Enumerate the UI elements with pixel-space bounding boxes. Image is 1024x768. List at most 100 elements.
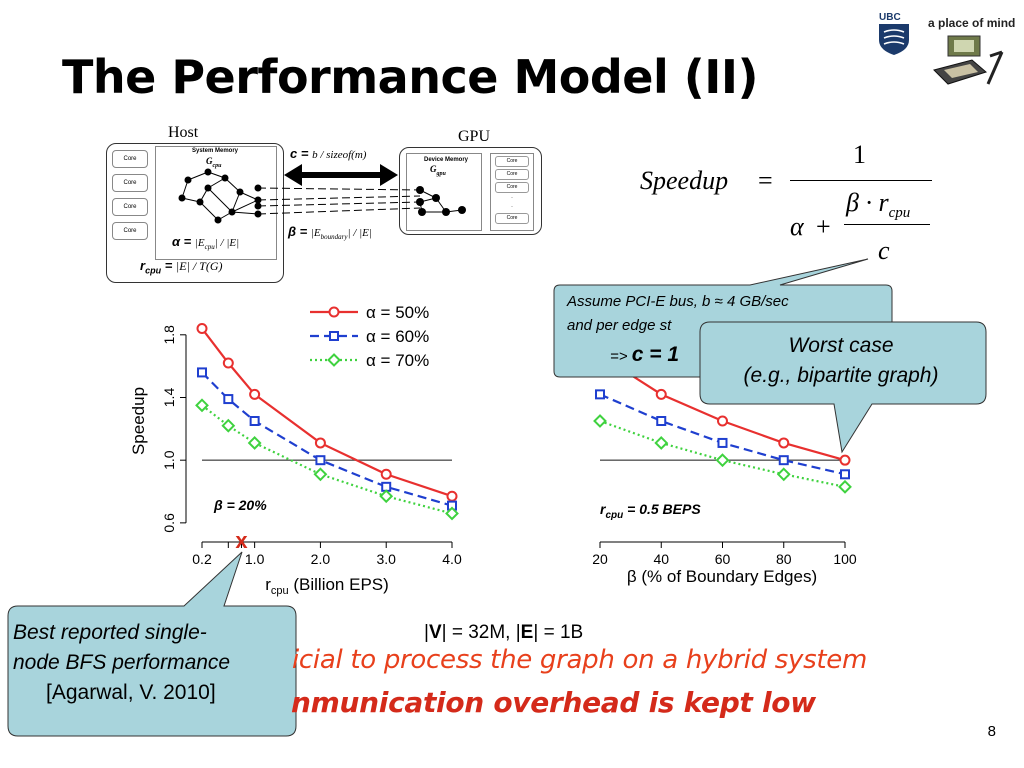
data-point (839, 454, 851, 466)
gpu-core-ellipsis: · (511, 195, 513, 201)
c-formula: c = b / sizeof(m) (290, 146, 366, 161)
slide-title: The Performance Model (II) (62, 50, 759, 104)
data-point (314, 437, 326, 449)
data-point (778, 455, 789, 466)
gpu-core: Core (495, 169, 529, 180)
data-point (197, 367, 207, 378)
legend-marker (327, 353, 341, 367)
conclusion-line2: nmunication overhead is kept low (291, 686, 816, 719)
rcpu-formula: rcpu = |E| / T(G) (140, 258, 223, 276)
series-2 (593, 414, 852, 494)
rcpu-annotation-rest: = 0.5 BEPS (623, 501, 701, 517)
rcpu-formula-value: |E| / T(G) (175, 259, 223, 273)
data-point (221, 418, 236, 433)
rcpu-annotation-sub: cpu (605, 510, 623, 521)
rcpu-annotation-r: r (600, 501, 607, 517)
data-point (840, 469, 850, 480)
c-label: c = (290, 146, 309, 161)
gpu-memory-title: Device Memory (424, 157, 469, 163)
speedup-vs-beta-chart: 20 40 60 80 100 β (% of Boundary Edges) rcpu =… (592, 349, 857, 586)
y-tick-label: 1.8 (161, 325, 177, 345)
legend-marker (329, 331, 339, 341)
speedup-lhs: Speedup (640, 166, 729, 195)
gpu-memory-graph-label: Ggpu (430, 164, 446, 177)
data-point (778, 437, 790, 449)
beta-annotation: β = 20% (213, 497, 267, 513)
x-axis-label-r: r (265, 575, 271, 594)
speedup-beta-r: β · rcpu (846, 188, 910, 222)
partition-graph (178, 168, 466, 224)
data-point (715, 453, 730, 468)
rcpu-annotation: rcpu = 0.5 BEPS (600, 501, 701, 521)
fraction-bar (790, 180, 932, 181)
ubc-logo: UBC (876, 12, 912, 56)
host-graph-g: G (206, 156, 213, 166)
data-point (380, 468, 392, 480)
alpha-formula-sub: cpu (204, 243, 215, 252)
gpu-graph-sub: gpu (436, 170, 446, 177)
data-point (776, 467, 791, 482)
x-axis-label: rcpu (Billion EPS) (265, 575, 389, 597)
alpha-formula: α = |Ecpu| / |E| (172, 234, 239, 251)
host-label: Host (168, 124, 199, 141)
agarwal-line1: Best reported single- (13, 621, 207, 644)
ubc-text: UBC (879, 12, 901, 23)
beta-formula: β = |Eboundary| / |E| (288, 224, 372, 241)
speedup-c: c (878, 236, 890, 265)
alpha-formula-value: |E (194, 237, 205, 249)
series-1 (197, 367, 457, 511)
gpu-core: Core (495, 182, 529, 193)
gpu-core-ellipsis: · (511, 204, 513, 210)
rcpu-label-eq: = (164, 258, 173, 273)
alpha-label: α = (172, 234, 192, 249)
graph-size-part: | = 32M, | (441, 622, 521, 643)
speedup-vs-rcpu-chart: 0.6 1.0 1.4 1.8 Speedup 0.2 1.0 2.0 3.0 4.0 x rcpu … (130, 303, 462, 597)
speedup-plus: + (816, 212, 831, 241)
pcie-c-value: c = 1 (631, 343, 679, 366)
data-point (249, 416, 260, 426)
host-core: Core (112, 198, 148, 216)
c-formula-value: b / sizeof(m) (312, 149, 367, 161)
data-point (656, 416, 667, 426)
y-axis-label: Speedup (130, 387, 148, 455)
data-point (593, 414, 607, 428)
agarwal-callout-shape (7, 551, 297, 737)
speedup-beta-r-text: β · r (846, 188, 889, 217)
worst-case-line1: Worst case (788, 334, 894, 357)
x-axis-label-sub: cpu (271, 585, 289, 597)
beta-formula-sub: boundary (320, 233, 348, 242)
chip-image (930, 32, 1010, 92)
data-point (379, 489, 394, 504)
graph-size-v: V (428, 622, 442, 643)
host-core: Core (112, 174, 148, 192)
speedup-beta-r-sub: cpu (888, 205, 911, 222)
speedup-formula: Speedup = 1 α + β · rcpu c (640, 140, 940, 270)
x-tick-label: 100 (833, 551, 857, 567)
data-point (315, 455, 326, 466)
gpu-core: Core (495, 156, 529, 167)
host-core: Core (112, 222, 148, 240)
x-tick-label: 3.0 (376, 551, 396, 567)
best-reported-marker: x (235, 528, 248, 553)
data-point (595, 389, 605, 400)
data-point (222, 357, 234, 369)
transfer-arrow (284, 164, 398, 186)
gpu-core-column: Core Core Core · · Core (490, 153, 534, 231)
host-core-column: Core Core Core Core (112, 150, 148, 246)
legend-marker (328, 306, 340, 318)
data-point (249, 388, 261, 400)
data-point (838, 479, 852, 494)
speedup-alpha: α (790, 212, 804, 241)
series-2 (195, 398, 459, 521)
legend-label: α = 70% (366, 351, 429, 370)
graph-size-e: E (520, 622, 534, 643)
gpu-label: GPU (458, 128, 491, 145)
inner-fraction-bar (844, 224, 930, 225)
series-0 (196, 323, 458, 502)
host-graph-sub: cpu (212, 162, 222, 169)
graph-size-part: | = 1B (533, 622, 584, 643)
series-line (201, 371, 453, 507)
pcie-callout-line1: Assume PCI-E bus, b ≈ 4 GB/sec (567, 293, 789, 310)
worst-case-line2: (e.g., bipartite graph) (743, 364, 939, 387)
x-tick-label: 40 (653, 551, 669, 567)
